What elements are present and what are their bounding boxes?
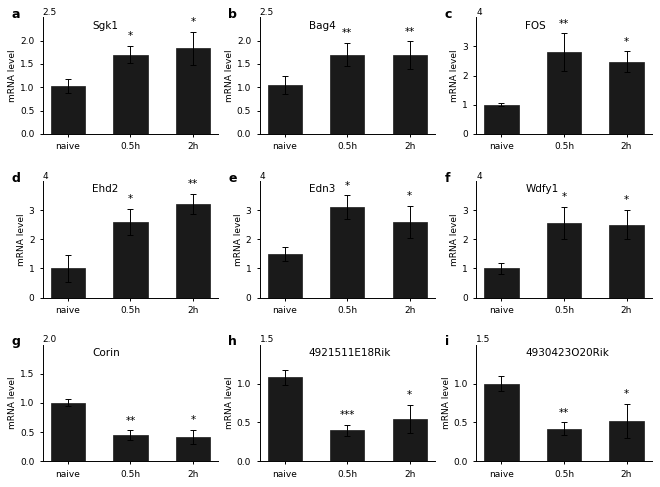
Bar [330,55,364,134]
Text: 4921511E18Rik: 4921511E18Rik [309,348,391,358]
Bar [114,222,148,298]
Text: Ehd2: Ehd2 [92,185,118,194]
Bar [547,429,581,461]
Text: **: ** [559,19,569,29]
Bar [484,105,519,134]
Y-axis label: mRNA level: mRNA level [9,376,17,429]
Text: *: * [624,389,629,399]
Text: 1.5: 1.5 [477,335,491,344]
Bar [609,421,644,461]
Bar [114,435,148,461]
Y-axis label: mRNA level: mRNA level [225,376,234,429]
Bar [330,430,364,461]
Bar [547,52,581,134]
Y-axis label: mRNA level: mRNA level [9,49,17,102]
Text: 4: 4 [259,171,265,181]
Text: b: b [228,8,237,21]
Text: e: e [228,171,236,185]
Text: Corin: Corin [92,348,119,358]
Text: *: * [191,415,195,425]
Text: Wdfy1: Wdfy1 [525,185,558,194]
Bar [176,437,210,461]
Text: Edn3: Edn3 [309,185,335,194]
Text: a: a [11,8,20,21]
Text: Sgk1: Sgk1 [92,20,118,31]
Bar [547,223,581,298]
Y-axis label: mRNA level: mRNA level [451,213,459,265]
Bar [393,418,427,461]
Bar [609,61,644,134]
Text: f: f [445,171,450,185]
Bar [51,403,85,461]
Text: c: c [445,8,452,21]
Bar [267,254,302,298]
Text: *: * [624,195,629,206]
Text: 4: 4 [43,171,48,181]
Bar [176,48,210,134]
Text: *: * [128,194,133,204]
Bar [484,383,519,461]
Bar [51,86,85,134]
Text: ***: *** [339,410,355,420]
Text: *: * [562,192,566,203]
Text: 4930423O20Rik: 4930423O20Rik [525,348,609,358]
Text: *: * [345,181,350,191]
Text: d: d [11,171,20,185]
Text: **: ** [559,408,569,418]
Bar [330,207,364,298]
Y-axis label: mRNA level: mRNA level [451,49,459,102]
Y-axis label: mRNA level: mRNA level [225,49,234,102]
Text: *: * [191,18,195,27]
Text: **: ** [188,179,198,189]
Y-axis label: mRNA level: mRNA level [17,213,26,265]
Text: 2.5: 2.5 [259,8,274,17]
Text: **: ** [125,416,135,426]
Text: g: g [11,335,20,348]
Text: 4: 4 [477,8,482,17]
Text: 2.0: 2.0 [43,335,57,344]
Bar [393,56,427,134]
Text: **: ** [342,28,352,38]
Text: *: * [624,37,629,47]
Text: *: * [128,32,133,41]
Text: 2.5: 2.5 [43,8,57,17]
Text: **: ** [405,27,415,37]
Bar [114,55,148,134]
Text: *: * [407,390,412,400]
Text: i: i [445,335,449,348]
Text: h: h [228,335,237,348]
Text: Bag4: Bag4 [309,20,335,31]
Bar [267,377,302,461]
Text: FOS: FOS [525,20,546,31]
Bar [609,225,644,298]
Bar [484,268,519,298]
Text: *: * [407,191,412,201]
Text: 4: 4 [477,171,482,181]
Y-axis label: mRNA level: mRNA level [234,213,243,265]
Bar [267,85,302,134]
Bar [176,204,210,298]
Text: 1.5: 1.5 [259,335,274,344]
Bar [393,222,427,298]
Bar [51,268,85,298]
Y-axis label: mRNA level: mRNA level [442,376,451,429]
